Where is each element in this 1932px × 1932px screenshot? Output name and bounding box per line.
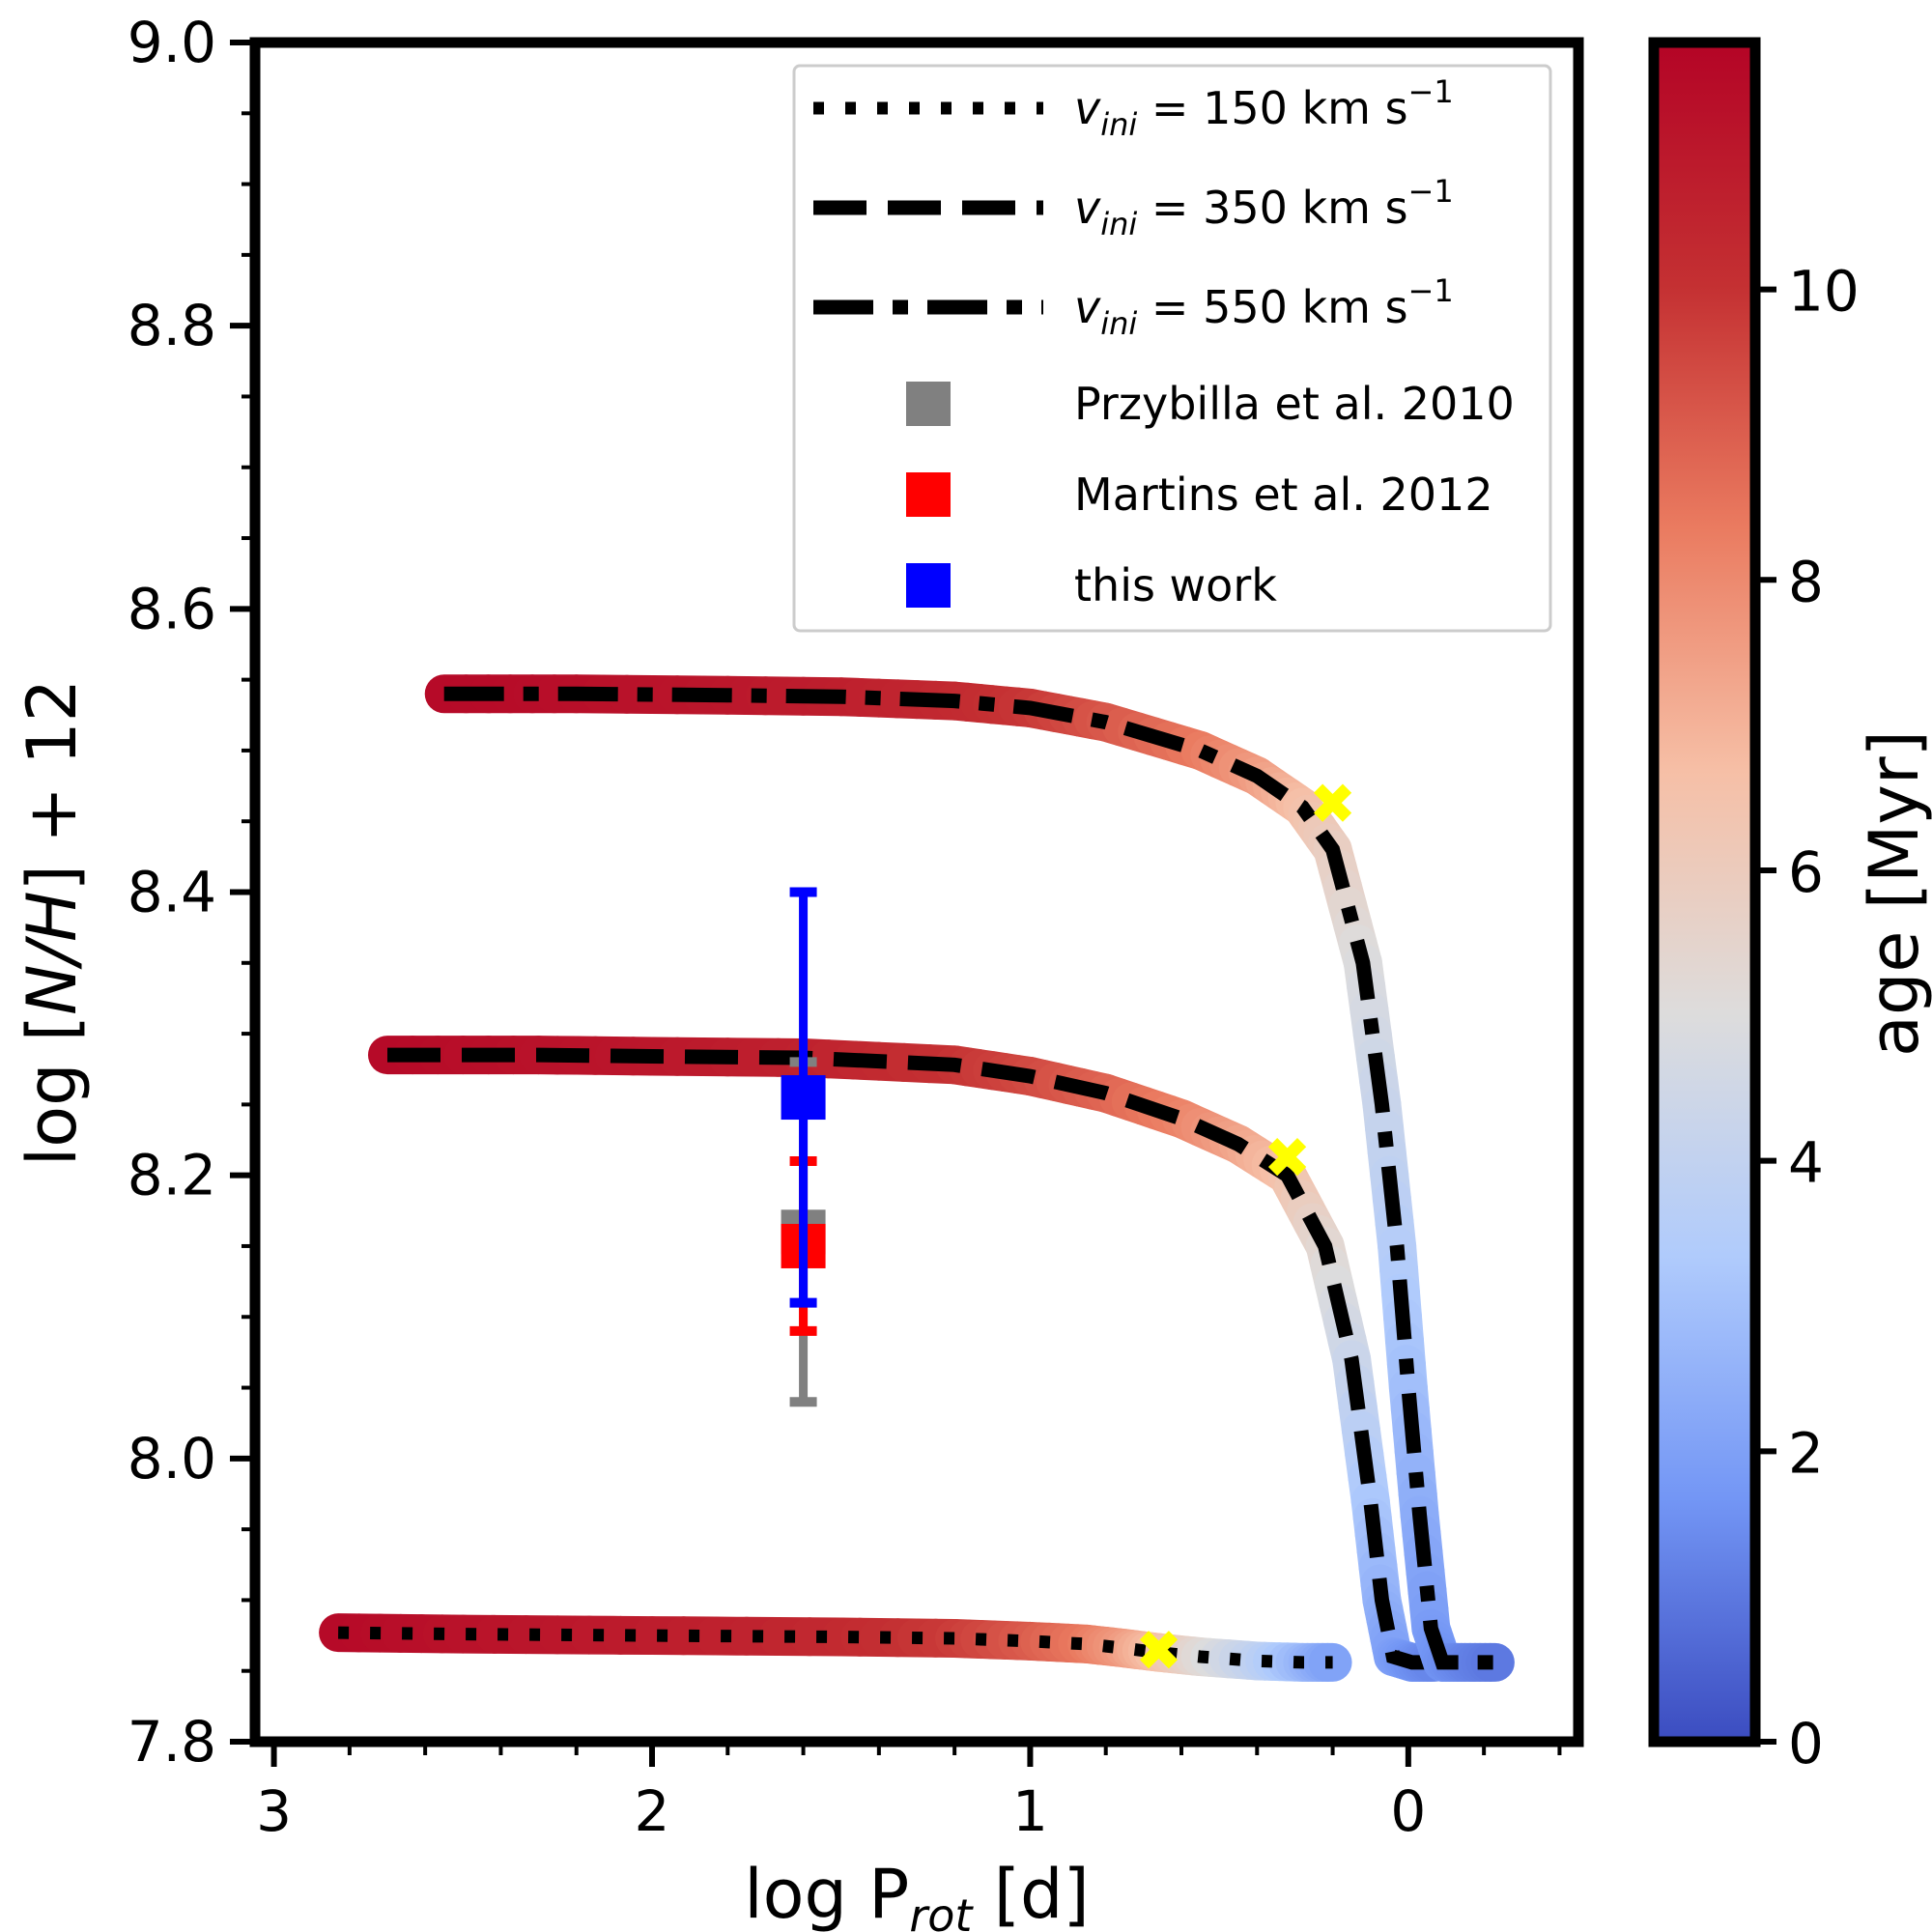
legend-entry: vini = 350 km s−1 xyxy=(813,173,1454,242)
y-axis-title: log [N/H] + 12 xyxy=(13,679,92,1166)
legend-frame xyxy=(792,64,1552,633)
x-tick-label: 2 xyxy=(635,1778,670,1844)
colorbar-tick-label: 6 xyxy=(1788,839,1824,905)
y-axis: 7.8 8.0 8.2 8.4 8.6 8.8 9.0 xyxy=(128,10,255,1775)
colorbar-frame xyxy=(1648,37,1761,1747)
legend-entry: Przybilla et al. 2010 xyxy=(906,378,1515,430)
y-tick-label: 9.0 xyxy=(128,10,216,75)
legend-entry: vini = 150 km s−1 xyxy=(813,73,1454,143)
colorbar-tick-label: 4 xyxy=(1788,1130,1824,1196)
series-line-dashed xyxy=(387,1047,1435,1670)
colorbar-tick-label: 10 xyxy=(1788,259,1860,325)
series-dotted xyxy=(319,1613,1352,1682)
colorbar: age [Myr] 0 2 4 6 8 10 xyxy=(1648,37,1932,1776)
legend-label: this work xyxy=(1074,559,1277,611)
legend-label: vini = 150 km s−1 xyxy=(1074,73,1454,143)
legend-marker-sample xyxy=(906,382,951,426)
colorbar-tick-label: 0 xyxy=(1788,1711,1824,1776)
colorbar-fill xyxy=(1654,43,1755,1742)
series-dashed xyxy=(368,1036,1455,1682)
x-axis-title: log Prot [d] xyxy=(744,1855,1090,1932)
series-dashdot xyxy=(424,674,1515,1682)
y-tick-label: 7.8 xyxy=(128,1709,216,1775)
legend-label: vini = 550 km s−1 xyxy=(1074,272,1454,342)
y-tick-label: 8.6 xyxy=(128,576,216,641)
y-tick-label: 8.4 xyxy=(128,860,216,925)
legend-marker-sample xyxy=(906,472,951,517)
series-age-marker xyxy=(1313,783,1352,822)
legend-label: Martins et al. 2012 xyxy=(1074,469,1493,521)
x-tick-label: 3 xyxy=(256,1778,292,1844)
series-layer xyxy=(319,674,1515,1682)
observations-layer xyxy=(781,887,826,1407)
observation-point xyxy=(781,887,826,1308)
legend-label: vini = 350 km s−1 xyxy=(1074,173,1454,242)
legend-label: Przybilla et al. 2010 xyxy=(1074,378,1515,430)
colorbar-title: age [Myr] xyxy=(1855,730,1932,1057)
observation-marker xyxy=(781,1075,826,1121)
x-axis: 3 2 1 0 xyxy=(256,1742,1562,1844)
legend: vini = 150 km s−1 vini = 350 km s−1 vini =… xyxy=(792,64,1552,633)
series-age-marker xyxy=(1139,1631,1179,1669)
series-age-marker xyxy=(1268,1138,1307,1177)
legend-marker-sample xyxy=(906,563,951,608)
colorbar-tick-label: 8 xyxy=(1788,549,1824,614)
colorbar-tick-label: 2 xyxy=(1788,1420,1824,1486)
x-tick-label: 0 xyxy=(1390,1778,1426,1844)
y-tick-label: 8.2 xyxy=(128,1143,216,1208)
y-tick-label: 8.8 xyxy=(128,293,216,358)
x-tick-label: 1 xyxy=(1012,1778,1048,1844)
legend-entry: this work xyxy=(906,559,1277,611)
legend-entry: Martins et al. 2012 xyxy=(906,469,1493,521)
legend-entry: vini = 550 km s−1 xyxy=(813,272,1454,342)
y-tick-label: 8.0 xyxy=(128,1426,216,1492)
